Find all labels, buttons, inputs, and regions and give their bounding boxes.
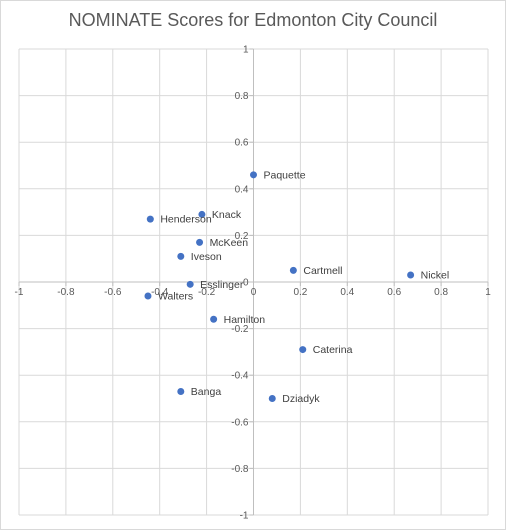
y-tick-label: -0.8 bbox=[231, 464, 249, 475]
data-point-label: Hamilton bbox=[224, 314, 266, 326]
data-point bbox=[268, 395, 276, 402]
data-point bbox=[299, 346, 307, 354]
y-tick-label: 0.8 bbox=[235, 91, 249, 102]
y-tick-label: -0.6 bbox=[231, 417, 249, 428]
data-point bbox=[210, 315, 218, 323]
data-point bbox=[186, 280, 194, 288]
data-points bbox=[144, 171, 415, 402]
data-point-label: Walters bbox=[158, 290, 193, 302]
x-tick-labels: -1 -0.8 -0.6 -0.4 -0.2 0 0.2 0.4 0.6 0.8 1 bbox=[15, 287, 492, 298]
data-point-label: Iveson bbox=[191, 251, 222, 263]
data-point-label: Paquette bbox=[264, 169, 306, 181]
x-tick-label: 0.6 bbox=[387, 287, 401, 298]
x-tick-label: -0.6 bbox=[104, 287, 122, 298]
y-tick-label: 0.6 bbox=[235, 138, 249, 149]
x-tick-label: 0 bbox=[251, 287, 257, 298]
y-tick-label: -1 bbox=[240, 511, 249, 522]
data-point bbox=[177, 252, 185, 260]
data-point bbox=[289, 266, 297, 274]
data-point bbox=[144, 292, 152, 300]
y-tick-label: 1 bbox=[243, 45, 249, 56]
data-point bbox=[196, 238, 204, 246]
data-point bbox=[177, 388, 185, 396]
y-tick-label: 0.4 bbox=[235, 184, 249, 195]
x-tick-label: -0.2 bbox=[198, 287, 216, 298]
data-point-label: McKeen bbox=[210, 237, 249, 249]
axes bbox=[18, 48, 489, 516]
data-point-label: Caterina bbox=[313, 344, 353, 356]
data-point bbox=[146, 215, 154, 223]
x-tick-label: 0.2 bbox=[293, 287, 307, 298]
chart-title: NOMINATE Scores for Edmonton City Counci… bbox=[68, 10, 438, 30]
data-point bbox=[407, 271, 415, 279]
data-point bbox=[198, 210, 206, 218]
data-point-label: Knack bbox=[212, 209, 242, 221]
x-tick-label: -0.8 bbox=[57, 287, 75, 298]
y-tick-label: 0 bbox=[243, 278, 249, 289]
data-point-label: Banga bbox=[191, 386, 222, 398]
y-tick-label: -0.2 bbox=[231, 324, 249, 335]
x-tick-label: -1 bbox=[15, 287, 24, 298]
data-point-label: Henderson bbox=[160, 214, 212, 226]
data-point bbox=[250, 171, 257, 179]
y-tick-label: -0.4 bbox=[231, 371, 249, 382]
x-tick-label: 1 bbox=[485, 287, 491, 298]
data-point-label: Cartmell bbox=[303, 265, 342, 277]
data-point-label: Esslinger bbox=[200, 279, 244, 291]
data-point-label: Nickel bbox=[421, 270, 450, 282]
y-tick-label: 0.2 bbox=[235, 231, 249, 242]
y-tick-labels: -1 -0.8 -0.6 -0.4 -0.2 0 0.2 0.4 0.6 0.8 1 bbox=[231, 45, 249, 522]
data-point-label: Dziadyk bbox=[282, 393, 320, 405]
x-tick-label: 0.4 bbox=[340, 287, 354, 298]
x-tick-label: -0.4 bbox=[151, 287, 169, 298]
x-tick-label: 0.8 bbox=[434, 287, 448, 298]
